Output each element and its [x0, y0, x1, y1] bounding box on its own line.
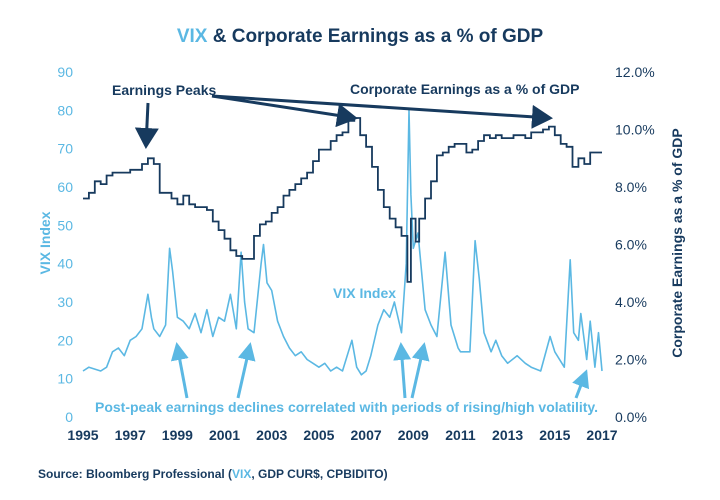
arrow-peak-1997 [134, 102, 159, 149]
x-tick-label: 1997 [115, 427, 146, 443]
arrow-vol-2002 [236, 342, 256, 399]
y-right-tick-label: 0.0% [615, 409, 647, 425]
source-suffix: , GDP CUR$, CPBIDITO) [251, 467, 387, 481]
source-note: Source: Bloomberg Professional (VIX, GDP… [38, 467, 388, 481]
earnings-peak-arrows [134, 94, 553, 149]
x-tick-label: 1999 [162, 427, 193, 443]
chart-title: VIX & Corporate Earnings as a % of GDP [177, 26, 544, 47]
x-tick-label: 2003 [256, 427, 287, 443]
y-left-ticks: 0 10 20 30 40 50 60 70 80 90 [57, 64, 73, 425]
arrow-vol-1998 [170, 342, 189, 399]
arrow-peak-2006 [211, 94, 358, 128]
series-line-earnings [83, 117, 602, 283]
source-highlight: VIX [232, 467, 251, 481]
y-left-tick-label: 50 [57, 217, 73, 233]
y-left-axis-label: VIX Index [37, 211, 53, 274]
chart-title-vix: VIX [177, 26, 208, 47]
y-right-tick-label: 10.0% [615, 122, 655, 138]
y-left-tick-label: 20 [57, 332, 73, 348]
annotation-earnings-series: Corporate Earnings as a % of GDP [350, 81, 580, 97]
arrow-vol-2008a [393, 342, 412, 399]
x-tick-label: 2013 [492, 427, 523, 443]
y-left-tick-label: 80 [57, 102, 73, 118]
y-right-tick-label: 8.0% [615, 179, 647, 195]
y-left-tick-label: 10 [57, 371, 73, 387]
y-right-ticks: 0.0% 2.0% 4.0% 6.0% 8.0% 10.0% 12.0% [615, 64, 655, 425]
y-left-tick-label: 30 [57, 294, 73, 310]
y-right-tick-label: 4.0% [615, 294, 647, 310]
y-left-tick-label: 60 [57, 179, 73, 195]
y-left-tick-label: 70 [57, 141, 73, 157]
annotation-vix-series: VIX Index [333, 285, 396, 301]
x-tick-label: 2005 [303, 427, 334, 443]
annotation-post-peak: Post-peak earnings declines correlated w… [95, 399, 598, 415]
x-tick-label: 2015 [539, 427, 570, 443]
arrow-vol-2016 [572, 369, 590, 399]
series-line-vix [82, 109, 603, 376]
x-tick-label: 2001 [209, 427, 240, 443]
x-ticks: 1995 1997 1999 2001 2003 2005 2007 2009 2011 2013… [67, 427, 617, 443]
y-right-tick-label: 6.0% [615, 237, 647, 253]
annotation-earnings-peaks: Earnings Peaks [112, 82, 216, 98]
y-right-tick-label: 2.0% [615, 352, 647, 368]
source-prefix: Source: Bloomberg Professional ( [38, 467, 232, 481]
chart-title-rest: & Corporate Earnings as a % of GDP [207, 26, 543, 47]
y-right-axis-label: Corporate Earnings as a % of GDP [669, 128, 685, 358]
x-tick-label: 2009 [398, 427, 429, 443]
y-left-tick-label: 0 [65, 409, 73, 425]
y-left-tick-label: 90 [57, 64, 73, 80]
y-left-tick-label: 40 [57, 256, 73, 272]
arrow-vol-2008b [410, 342, 430, 399]
arrow-peak-2014 [211, 94, 553, 129]
volatility-arrows [170, 342, 590, 399]
x-tick-label: 2011 [445, 427, 476, 443]
y-right-tick-label: 12.0% [615, 64, 655, 80]
x-tick-label: 2017 [586, 427, 617, 443]
x-tick-label: 1995 [67, 427, 98, 443]
x-tick-label: 2007 [351, 427, 382, 443]
